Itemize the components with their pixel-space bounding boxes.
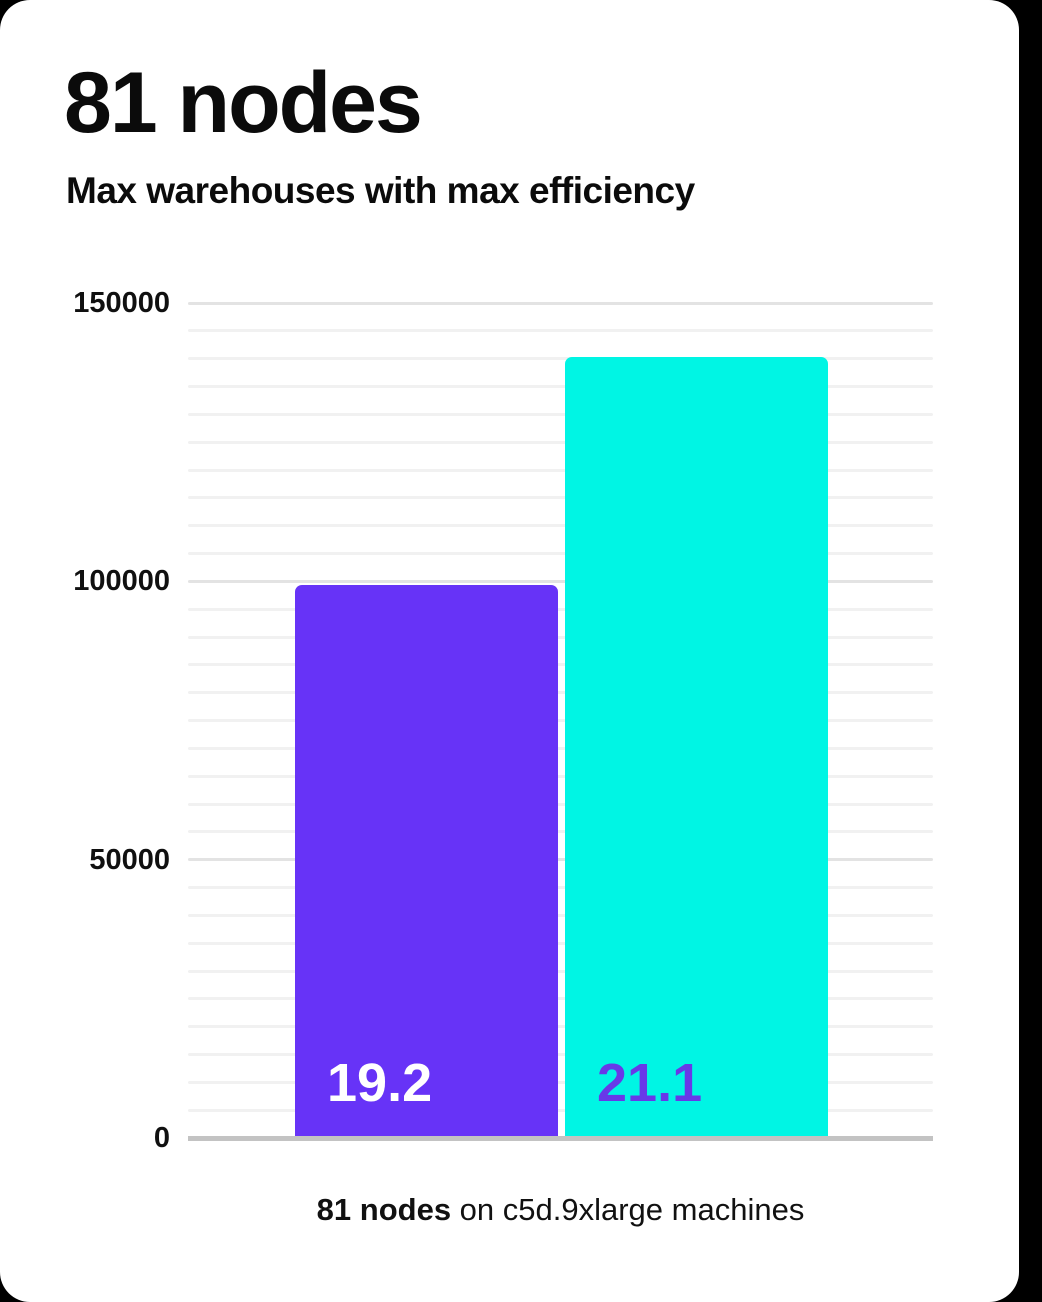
y-axis-tick-label: 0: [153, 1122, 170, 1154]
gridline: [188, 663, 933, 667]
bar-19.2: 19.2: [295, 584, 558, 1136]
gridline: [188, 1108, 933, 1112]
gridline: [188, 997, 933, 1001]
chart-card: 81 nodes Max warehouses with max efficie…: [0, 0, 1019, 1302]
gridline: [188, 301, 933, 305]
gridline: [188, 329, 933, 333]
gridline: [188, 830, 933, 834]
gridline: [188, 496, 933, 500]
x-axis-line: [188, 1136, 933, 1141]
gridline: [188, 691, 933, 695]
gridline: [188, 1025, 933, 1029]
gridline: [188, 357, 933, 361]
caption-bold-text: 81 nodes: [316, 1192, 452, 1227]
chart-caption: 81 nodes on c5d.9xlarge machines: [188, 1192, 933, 1228]
gridline: [188, 468, 933, 472]
gridline: [188, 1080, 933, 1084]
chart-subtitle: Max warehouses with max efficiency: [66, 170, 695, 211]
gridline: [188, 858, 933, 862]
gridline: [188, 412, 933, 416]
chart-title: 81 nodes: [64, 55, 423, 151]
bar-value-label: 21.1: [597, 1052, 703, 1113]
gridline: [188, 913, 933, 917]
bar-21.1: 21.1: [565, 356, 828, 1136]
gridline: [188, 524, 933, 528]
bar-value-label: 19.2: [327, 1052, 433, 1113]
y-axis-tick-label: 100000: [73, 565, 170, 598]
gridline: [188, 440, 933, 444]
gridline: [188, 886, 933, 889]
gridline: [188, 719, 933, 722]
gridline: [188, 385, 933, 388]
gridline: [188, 746, 933, 750]
gridline: [188, 607, 933, 611]
y-axis-tick-label: 150000: [73, 287, 170, 319]
gridline: [188, 774, 933, 778]
gridline: [188, 969, 933, 973]
gridline: [188, 635, 933, 639]
caption-regular-text: on c5d.9xlarge machines: [451, 1192, 805, 1227]
plot-area: 0 50000 100000 150000 19.2 21.1: [73, 287, 933, 1154]
gridline: [188, 579, 933, 583]
gridline: [188, 552, 933, 555]
y-axis-tick-label: 50000: [89, 843, 170, 876]
gridline: [188, 941, 933, 945]
gridline: [188, 802, 933, 806]
gridline: [188, 1053, 933, 1056]
